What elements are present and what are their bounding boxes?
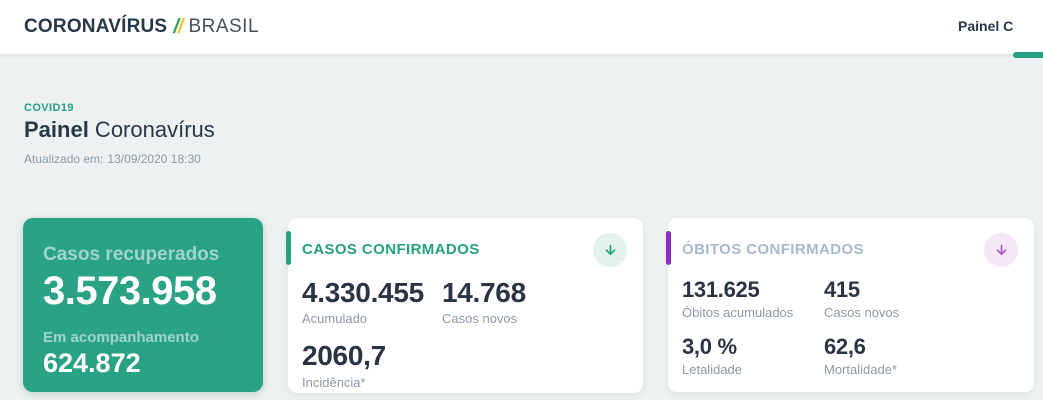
download-icon: [603, 243, 618, 258]
page-title: Painel Coronavírus: [24, 117, 215, 143]
stat-label: Mortalidade*: [824, 362, 897, 378]
updated-label: Atualizado em:: [24, 152, 104, 166]
page-title-regular: Coronavírus: [88, 117, 215, 142]
updated-value: 13/09/2020 18:30: [107, 152, 201, 166]
card-obitos-confirmados: ÓBITOS CONFIRMADOS 131.625 Óbitos acumul…: [666, 218, 1034, 392]
stat-obitos-acumulados: 131.625 Óbitos acumulados: [682, 278, 824, 320]
recovered-value: 3.573.958: [43, 269, 217, 313]
stat-value: 2060,7: [302, 340, 386, 372]
stat-value: 3,0 %: [682, 334, 737, 360]
stat-value: 14.768: [442, 277, 526, 308]
nav-item-painel[interactable]: Painel C: [958, 18, 1014, 34]
covid19-eyebrow: COVID19: [24, 102, 74, 114]
download-deaths-button[interactable]: [984, 233, 1018, 267]
logo-slashes-icon: //: [173, 15, 183, 38]
stat-label: Letalidade: [682, 362, 742, 378]
confirmed-title: CASOS CONFIRMADOS: [302, 241, 480, 258]
active-tab-indicator: [1013, 52, 1043, 58]
purple-accent-bar: [666, 231, 671, 265]
logo-text-coronavirus: CORONAVÍRUS: [24, 16, 168, 37]
download-confirmed-button[interactable]: [593, 233, 627, 267]
stat-label: Casos novos: [824, 305, 900, 321]
monitoring-value: 624.872: [43, 348, 141, 378]
stat-value: 4.330.455: [302, 277, 424, 308]
stat-casos-novos: 14.768 Casos novos: [442, 277, 627, 327]
stat-value: 131.625: [682, 277, 760, 302]
stat-acumulado: 4.330.455 Acumulado: [302, 277, 442, 327]
updated-timestamp: Atualizado em: 13/09/2020 18:30: [24, 152, 215, 166]
stat-value: 62,6: [824, 334, 866, 360]
download-icon: [994, 243, 1009, 258]
site-logo[interactable]: CORONAVÍRUS // BRASIL: [24, 0, 259, 54]
page-title-bold: Painel: [24, 117, 89, 142]
stat-casos-novos: 415 Casos novos: [824, 278, 1018, 320]
logo-text-brasil: BRASIL: [188, 16, 260, 37]
green-accent-bar: [286, 231, 291, 265]
stat-incidencia: 2060,7 Incidência*: [302, 340, 442, 390]
stat-value: 415: [824, 277, 860, 302]
stat-label: Incidência*: [302, 374, 366, 390]
stat-label: Acumulado: [302, 311, 368, 327]
stat-label: Óbitos acumulados: [682, 305, 794, 321]
card-casos-recuperados: Casos recuperados 3.573.958 Em acompanha…: [23, 218, 263, 392]
monitoring-title: Em acompanhamento: [43, 329, 199, 346]
recovered-title: Casos recuperados: [43, 244, 220, 265]
card-casos-confirmados: CASOS CONFIRMADOS 4.330.455 Acumulado 14…: [286, 218, 643, 393]
hero-block: COVID19 Painel Coronavírus Atualizado em…: [24, 102, 215, 166]
stat-label: Casos novos: [442, 311, 518, 327]
stat-mortalidade: 62,6 Mortalidade*: [824, 335, 1018, 377]
deaths-title: ÓBITOS CONFIRMADOS: [682, 241, 864, 258]
stat-letalidade: 3,0 % Letalidade: [682, 335, 824, 377]
top-header: CORONAVÍRUS // BRASIL Painel C: [0, 0, 1043, 58]
